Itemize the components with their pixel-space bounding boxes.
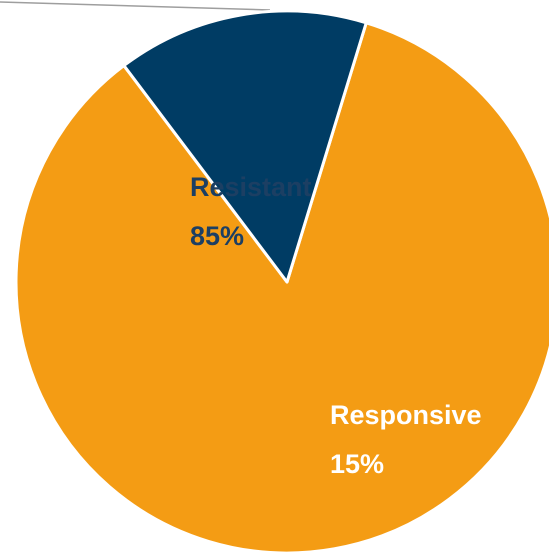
slice-label-responsive-name: Responsive [330,400,482,430]
slice-label-resistant-name: Resistant [190,172,312,202]
pie-slice-responsive [122,9,368,284]
slice-label-responsive-value: 15% [330,449,384,479]
pie-labels: Resistant 85% Responsive 15% [190,172,482,479]
pie-slices [14,9,549,555]
pie-slice-resistant [14,21,549,555]
leader-line [0,1,271,11]
slice-label-resistant-value: 85% [190,221,244,251]
